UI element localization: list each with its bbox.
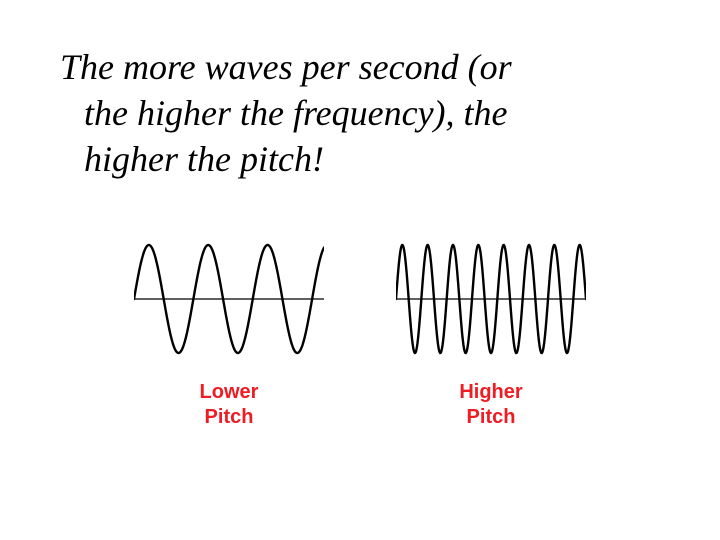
lower-pitch-caption-line-1: Lower — [200, 380, 259, 405]
higher-pitch-caption: Higher Pitch — [459, 380, 522, 430]
higher-pitch-caption-line-1: Higher — [459, 380, 522, 405]
lower-pitch-wave — [134, 234, 324, 364]
lower-pitch-caption: Lower Pitch — [200, 380, 259, 430]
waves-row: Lower Pitch Higher Pitch — [0, 234, 720, 430]
higher-pitch-caption-line-2: Pitch — [459, 405, 522, 430]
headline-line-1: The more waves per second (or — [60, 44, 660, 90]
headline-text: The more waves per second (or the higher… — [60, 44, 660, 182]
headline-line-3: higher the pitch! — [60, 136, 660, 182]
headline-line-2: the higher the frequency), the — [60, 90, 660, 136]
page: The more waves per second (or the higher… — [0, 0, 720, 540]
lower-pitch-wave-svg — [134, 234, 324, 364]
lower-pitch-block: Lower Pitch — [134, 234, 324, 430]
higher-pitch-wave-svg — [396, 234, 586, 364]
higher-pitch-block: Higher Pitch — [396, 234, 586, 430]
lower-pitch-caption-line-2: Pitch — [200, 405, 259, 430]
higher-pitch-wave — [396, 234, 586, 364]
